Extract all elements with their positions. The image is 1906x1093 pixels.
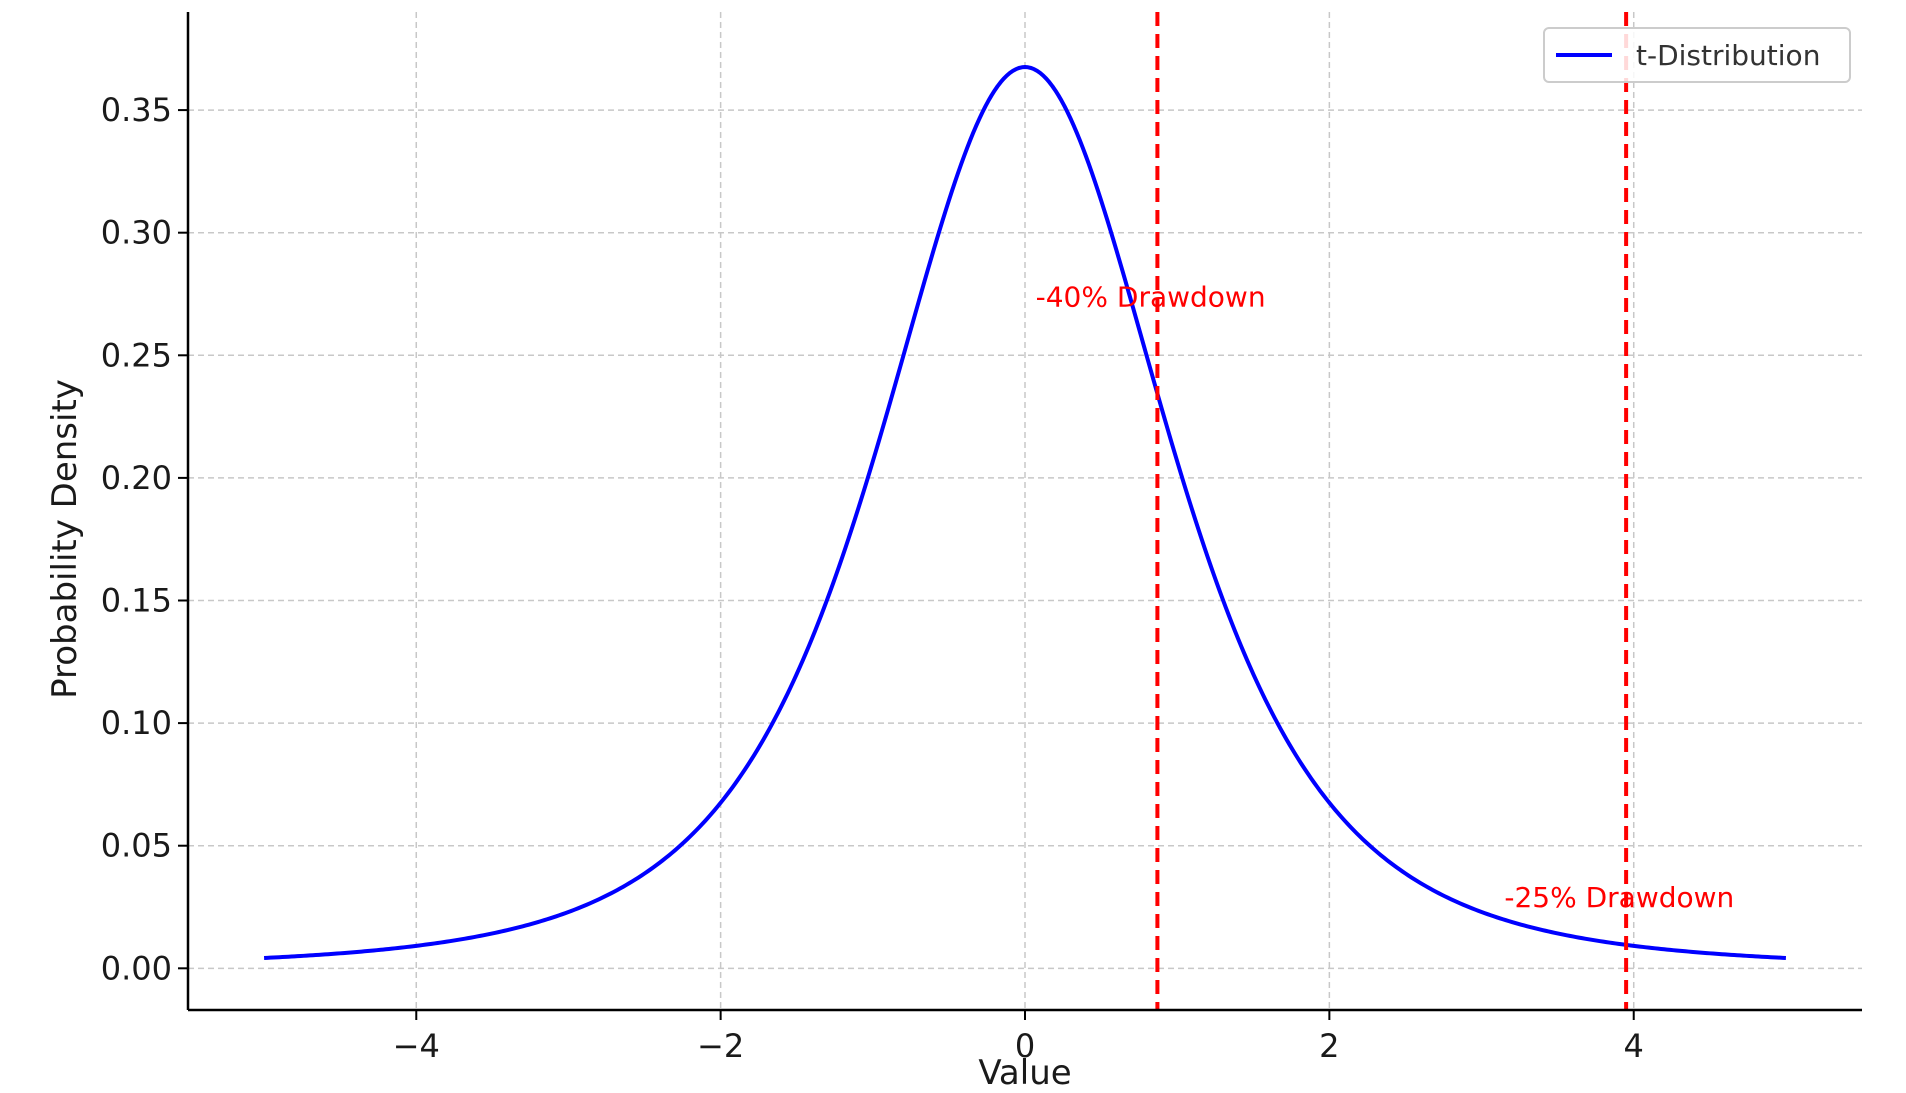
drawdown-annotation: -40% Drawdown bbox=[1036, 280, 1266, 313]
y-tick-label: 0.00 bbox=[101, 949, 172, 987]
x-tick-label: 4 bbox=[1624, 1027, 1644, 1065]
y-tick-label: 0.30 bbox=[101, 214, 172, 252]
series-line bbox=[263, 65, 1787, 960]
drawdown-annotation: -25% Drawdown bbox=[1504, 881, 1734, 914]
y-tick-label: 0.35 bbox=[101, 91, 172, 129]
y-tick-label: 0.15 bbox=[101, 582, 172, 620]
legend-label: t-Distribution bbox=[1636, 39, 1820, 72]
legend: t-Distribution bbox=[1543, 27, 1851, 83]
x-tick-label: 2 bbox=[1319, 1027, 1339, 1065]
x-tick-label: 0 bbox=[1015, 1027, 1035, 1065]
data-layer bbox=[263, 12, 1787, 1010]
y-tick-label: 0.05 bbox=[101, 827, 172, 865]
y-tick-label: 0.10 bbox=[101, 704, 172, 742]
y-tick-label: 0.20 bbox=[101, 459, 172, 497]
legend-box bbox=[1543, 27, 1851, 83]
x-tick-label: −4 bbox=[393, 1027, 440, 1065]
x-axis-label: Value bbox=[978, 1053, 1071, 1093]
annotations: -40% Drawdown -25% Drawdown bbox=[1036, 280, 1735, 914]
y-tick-label: 0.25 bbox=[101, 336, 172, 374]
x-tick-label: −2 bbox=[697, 1027, 744, 1065]
ticks: −4 −2 0 2 4 0.00 0.05 0.10 0.15 0.20 0.25 0.30 0.35 bbox=[101, 91, 1644, 1065]
axes bbox=[186, 12, 1862, 1012]
grid bbox=[188, 12, 1862, 1010]
y-axis-label: Probability Density bbox=[45, 379, 85, 699]
